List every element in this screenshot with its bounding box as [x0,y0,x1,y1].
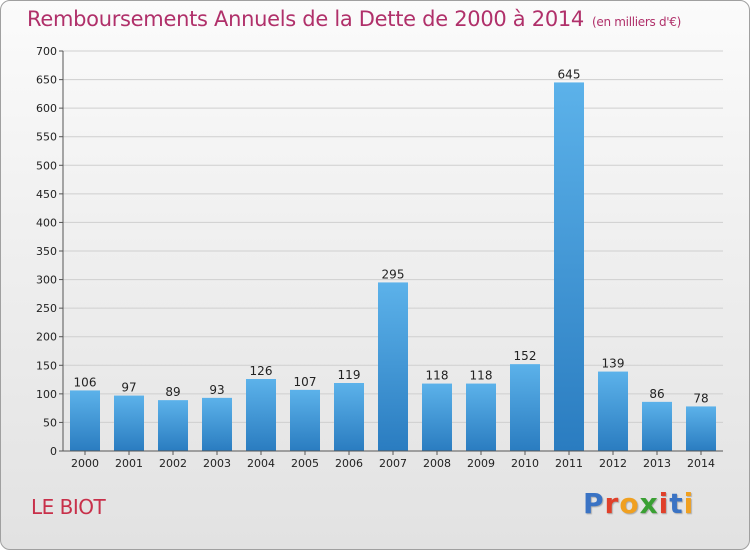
labels: 0 50 100 150 200 250 300 350 400 450 500 550 600 650 7… [36,45,715,470]
bar [554,82,584,451]
y-tick-label: 600 [36,102,57,115]
data-label: 107 [294,375,317,389]
x-tick-label: 2006 [335,457,363,470]
data-label: 86 [649,387,664,401]
data-label: 139 [602,357,625,371]
bar [158,400,188,451]
x-tick-label: 2003 [203,457,231,470]
bar [422,383,452,451]
commune-name: LE BIOT [31,495,106,519]
x-tick-label: 2010 [511,457,539,470]
bar [290,389,320,451]
x-tick-label: 2012 [599,457,627,470]
data-label: 93 [209,383,224,397]
x-tick-label: 2007 [379,457,407,470]
unit-label: (en milliers d'€) [592,15,682,29]
logo-letter: t [669,487,684,520]
y-tick-label: 500 [36,159,57,172]
logo-letter: x [639,487,659,520]
x-tick-label: 2011 [555,457,583,470]
proxiti-logo: Proxiti [583,487,694,520]
bar [598,371,628,451]
bar [70,390,100,451]
x-tick-label: 2002 [159,457,187,470]
logo-letter: r [604,487,620,520]
y-tick-label: 350 [36,245,57,258]
x-tick-label: 2005 [291,457,319,470]
bar [246,379,276,451]
bar [510,364,540,451]
y-tick-label: 650 [36,74,57,87]
data-label: 97 [121,381,136,395]
logo-letter: i [683,487,695,520]
data-label: 78 [693,391,708,405]
y-tick-label: 50 [43,416,57,429]
bar [202,397,232,451]
data-label: 89 [165,385,180,399]
bar [642,401,672,451]
data-label: 118 [426,369,449,383]
bar [466,383,496,451]
data-label: 152 [514,349,537,363]
logo-letter: o [619,487,640,520]
x-tick-label: 2008 [423,457,451,470]
data-label: 118 [470,369,493,383]
chart-title: Remboursements Annuels de la Dette de 20… [27,7,681,31]
y-tick-label: 0 [50,445,57,458]
x-tick-label: 2009 [467,457,495,470]
y-tick-label: 300 [36,274,57,287]
logo-letter: i [658,487,670,520]
y-tick-label: 400 [36,216,57,229]
data-label: 106 [74,375,97,389]
title-text: Remboursements Annuels de la Dette de 20… [27,7,584,31]
bar [686,406,716,451]
y-tick-label: 250 [36,302,57,315]
x-tick-label: 2001 [115,457,143,470]
bar [334,383,364,451]
y-tick-label: 550 [36,131,57,144]
data-label: 126 [250,364,273,378]
bars [70,82,716,451]
x-tick-label: 2000 [71,457,99,470]
bar [378,282,408,451]
y-tick-label: 150 [36,359,57,372]
y-tick-label: 200 [36,331,57,344]
data-label: 295 [382,267,405,281]
x-tick-label: 2004 [247,457,275,470]
y-tick-label: 100 [36,388,57,401]
x-tick-label: 2013 [643,457,671,470]
data-label: 119 [338,368,361,382]
axes [59,50,723,455]
logo-letter: P [583,487,605,520]
y-tick-label: 450 [36,188,57,201]
x-tick-label: 2014 [687,457,715,470]
data-label: 645 [558,67,581,81]
bar [114,395,144,451]
y-tick-label: 700 [36,45,57,58]
